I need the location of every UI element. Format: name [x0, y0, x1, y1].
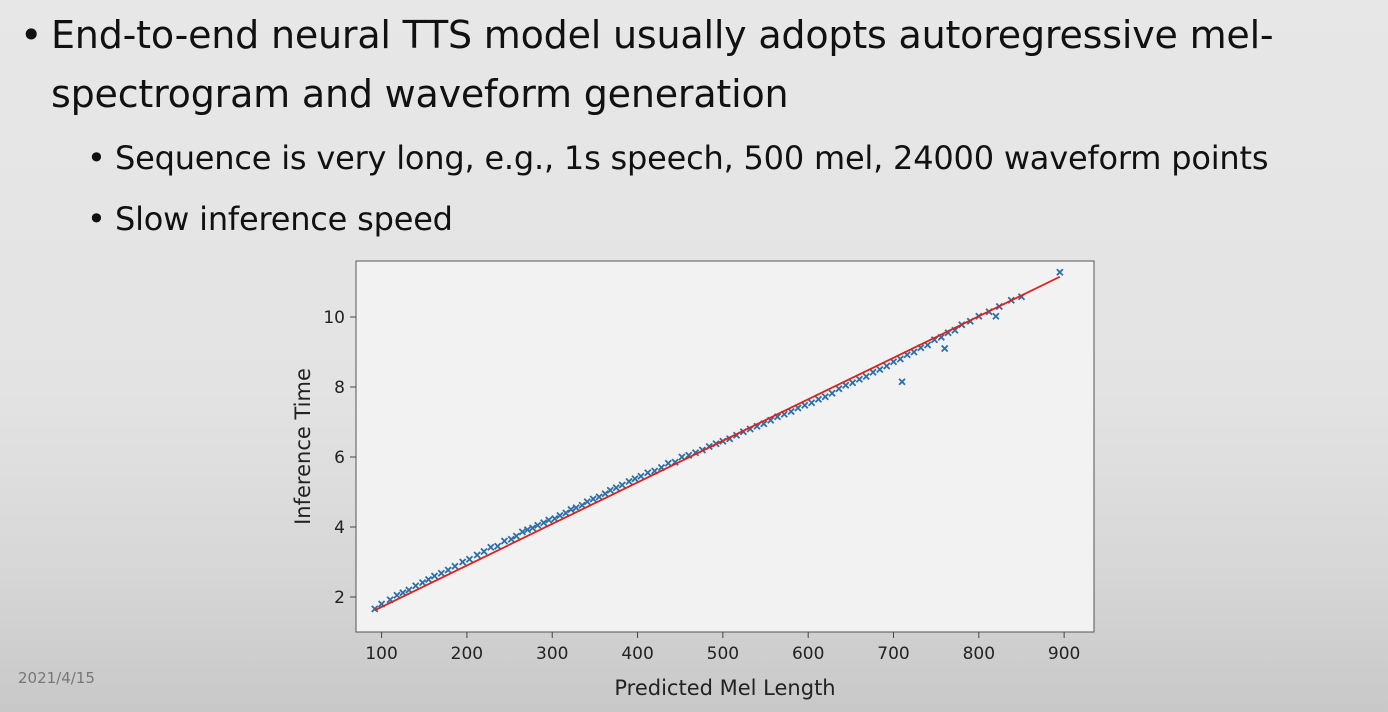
data-point	[451, 562, 459, 570]
data-point	[589, 495, 597, 503]
data-point	[910, 348, 918, 356]
x-tick-label: 500	[707, 644, 739, 664]
data-point	[842, 381, 850, 389]
data-point	[883, 362, 891, 370]
y-axis-label: Inference Time	[291, 368, 315, 525]
data-point	[371, 605, 379, 613]
data-point	[540, 519, 548, 527]
data-point	[424, 575, 433, 584]
x-tick-label: 400	[621, 644, 653, 664]
data-point	[1056, 268, 1064, 276]
x-tick-label: 100	[365, 644, 397, 664]
data-point	[572, 504, 580, 512]
data-point	[807, 399, 816, 407]
bullet-text: Sequence is very long, e.g., 1s speech, …	[115, 139, 1269, 177]
bullet-level-2: • Sequence is very long, e.g., 1s speech…	[87, 136, 1387, 180]
bullet-dot: •	[20, 13, 43, 57]
x-tick-label: 600	[792, 644, 824, 664]
data-point	[941, 344, 949, 353]
data-point	[444, 566, 452, 574]
y-tick-label: 2	[334, 588, 345, 608]
data-point	[493, 542, 502, 550]
data-point	[551, 514, 559, 523]
x-tick-label: 300	[536, 644, 568, 664]
bullet-level-2: • Slow inference speed	[87, 197, 987, 241]
data-point	[487, 543, 495, 551]
bullet-text: Slow inference speed	[115, 200, 453, 238]
data-point	[612, 484, 620, 492]
data-point	[562, 509, 570, 517]
data-point	[855, 375, 864, 383]
data-point	[618, 481, 626, 489]
plot-area	[355, 260, 1095, 633]
data-point	[583, 498, 591, 506]
data-point	[556, 511, 564, 520]
data-point	[896, 355, 904, 363]
data-point	[828, 389, 836, 397]
data-point	[601, 490, 609, 498]
data-point	[500, 537, 509, 545]
data-point	[644, 469, 652, 477]
x-tick-label: 900	[1048, 644, 1080, 664]
bullet-level-1: • End-to-end neural TTS model usually ad…	[20, 6, 1380, 124]
data-point	[992, 312, 1000, 320]
y-tick-label: 8	[334, 378, 345, 398]
data-point	[430, 572, 439, 580]
data-point	[459, 558, 467, 566]
data-point	[465, 555, 474, 563]
fit-line	[374, 275, 1061, 612]
data-point	[518, 528, 527, 536]
data-point	[534, 521, 542, 529]
data-point	[437, 569, 445, 577]
data-point	[480, 547, 488, 556]
bullet-dot: •	[87, 139, 106, 177]
y-tick-label: 4	[334, 518, 345, 538]
data-point	[567, 505, 575, 514]
data-point	[835, 385, 843, 393]
bullet-text: End-to-end neural TTS model usually adop…	[51, 13, 1274, 116]
x-tick-label: 800	[963, 644, 995, 664]
y-tick-label: 10	[323, 308, 345, 328]
data-point	[889, 358, 898, 366]
slide-date: 2021/4/15	[18, 669, 95, 687]
data-point	[631, 475, 639, 483]
data-point	[848, 379, 857, 387]
data-point	[473, 551, 481, 559]
data-point	[898, 378, 906, 386]
x-tick-label: 200	[451, 644, 483, 664]
data-point	[507, 535, 515, 543]
data-point	[595, 493, 603, 501]
data-point	[869, 368, 877, 376]
data-point	[801, 401, 809, 409]
data-point	[512, 532, 521, 540]
data-point	[862, 372, 870, 381]
y-tick-label: 6	[334, 448, 345, 468]
data-point	[637, 472, 645, 480]
data-point	[606, 486, 614, 494]
data-point	[528, 524, 537, 532]
data-point	[418, 579, 427, 587]
data-point	[821, 393, 829, 401]
data-point	[664, 459, 672, 467]
data-point	[523, 526, 532, 534]
x-axis-label: Predicted Mel Length	[614, 676, 835, 700]
data-point	[578, 501, 586, 509]
data-point	[393, 591, 401, 599]
data-point	[814, 395, 823, 403]
data-point	[625, 477, 633, 486]
data-point	[412, 582, 420, 590]
data-point	[876, 365, 884, 374]
x-tick-label: 700	[877, 644, 909, 664]
bullet-dot: •	[87, 200, 106, 238]
data-point	[545, 516, 553, 524]
